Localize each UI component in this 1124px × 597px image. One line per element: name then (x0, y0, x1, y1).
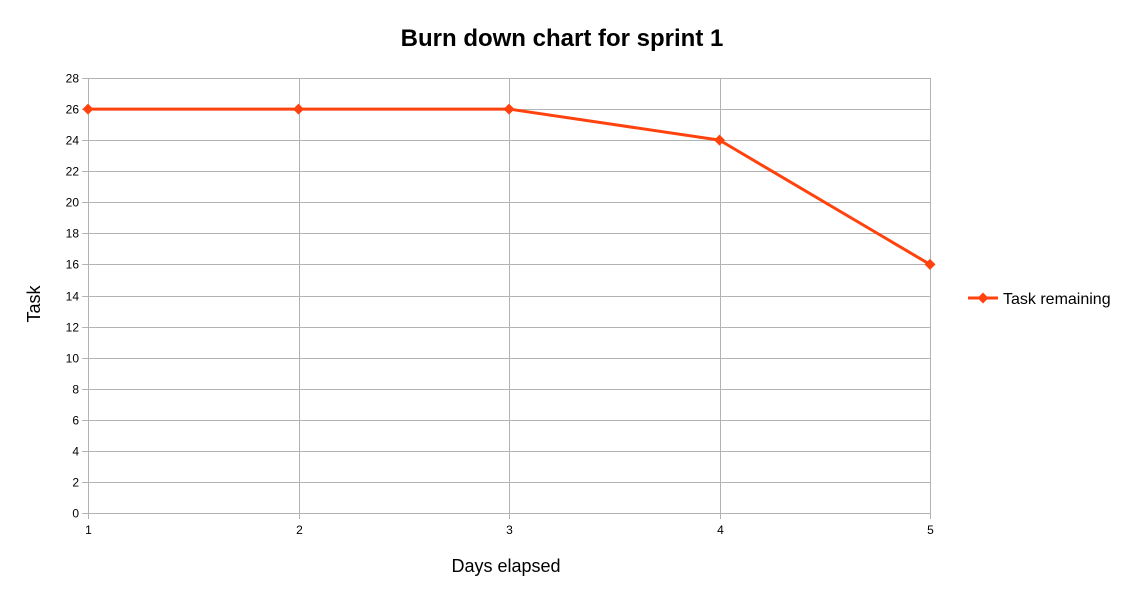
y-tick-label: 20 (66, 196, 80, 210)
y-tick-label: 16 (66, 258, 80, 272)
data-point-marker (293, 103, 304, 115)
grid-lines (88, 78, 931, 514)
y-tick-label: 10 (66, 352, 80, 366)
data-point-marker (82, 103, 94, 115)
data-series (82, 103, 936, 270)
y-tick-label: 8 (72, 383, 79, 397)
y-tick-label: 28 (66, 72, 80, 86)
x-tick-label: 5 (927, 523, 934, 537)
y-tick-label: 2 (72, 476, 79, 490)
y-axis-label: Task (24, 284, 44, 322)
data-point-marker (924, 258, 936, 270)
x-tick-label: 1 (85, 523, 92, 537)
data-point-marker (714, 134, 725, 146)
y-tick-label: 22 (66, 165, 80, 179)
x-tick-label: 2 (296, 523, 303, 537)
y-tick-label: 14 (66, 290, 80, 304)
legend-label: Task remaining (1003, 291, 1111, 308)
x-tick-label: 3 (506, 523, 513, 537)
x-tick-label: 4 (717, 523, 724, 537)
chart-title: Burn down chart for sprint 1 (401, 25, 724, 52)
x-axis-label: Days elapsed (451, 556, 560, 576)
y-tick-label: 4 (72, 445, 79, 459)
y-tick-label: 18 (66, 227, 80, 241)
y-tick-label: 26 (66, 103, 80, 117)
x-axis-ticks: 1 2 3 4 5 (85, 513, 934, 537)
legend: Task remaining (968, 291, 1111, 308)
y-tick-label: 12 (66, 321, 80, 335)
y-tick-label: 6 (72, 414, 79, 428)
y-tick-label: 24 (66, 134, 80, 148)
legend-diamond-marker (977, 292, 989, 304)
data-point-marker (503, 103, 515, 115)
y-tick-label: 0 (72, 507, 79, 521)
